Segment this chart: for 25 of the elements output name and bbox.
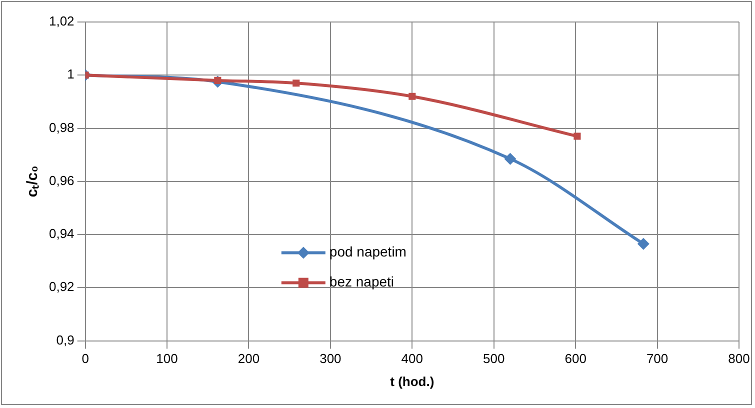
x-tick-label: 400	[401, 351, 423, 366]
y-tick-label: 0,96	[48, 172, 74, 188]
y-tick-label: 0,92	[48, 279, 74, 294]
x-tick-label: 100	[156, 351, 178, 366]
y-tick-label: 1	[67, 66, 74, 82]
legend-label: bez napeti	[329, 274, 394, 290]
y-axis-title: cₜ/c₀	[24, 166, 42, 198]
point	[637, 238, 650, 250]
y-tick-label: 0,94	[48, 226, 74, 242]
legend-label: pod napetim	[329, 244, 406, 260]
x-tick-label: 200	[238, 351, 260, 366]
y-tick-label: 0,98	[48, 120, 74, 135]
point	[504, 152, 516, 165]
point	[574, 132, 581, 140]
x-tick-label: 0	[82, 351, 89, 366]
y-tick-label: 0,9	[56, 332, 74, 348]
x-tick-label: 800	[728, 351, 750, 366]
x-tick-label: 500	[483, 351, 505, 366]
x-tick-label: 600	[564, 351, 586, 366]
x-tick-label: 700	[646, 351, 668, 366]
x-axis-title: t (hod.)	[390, 374, 434, 389]
x-tick-label: 300	[320, 351, 342, 366]
y-tick-label: 1,02	[48, 14, 74, 29]
point	[292, 80, 300, 87]
point	[408, 92, 416, 100]
